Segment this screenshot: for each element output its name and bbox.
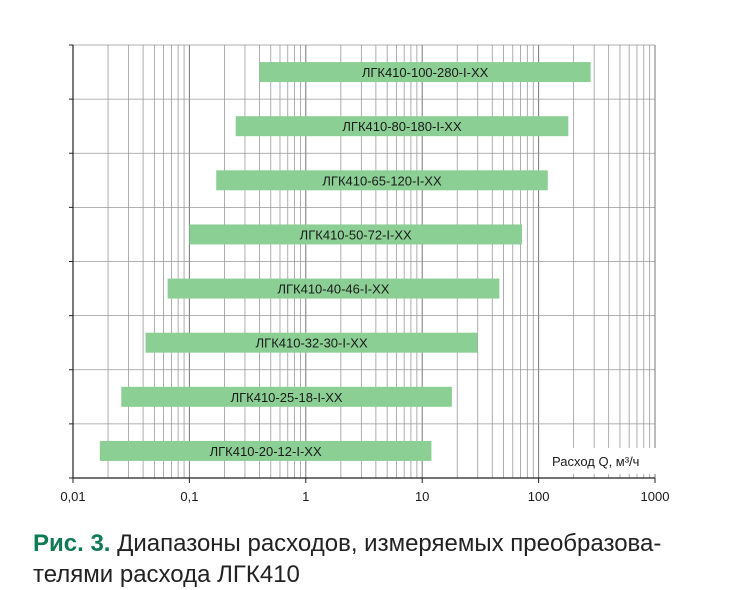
range-bar-label: ЛГК410-65-120-I-XX [322,173,442,188]
x-tick-label: 0,1 [180,489,198,504]
x-axis-title: Расход Q, м³/ч [552,454,639,469]
range-bar-label: ЛГК410-40-46-I-XX [277,282,389,297]
range-bar-label: ЛГК410-20-12-I-XX [210,444,322,459]
axis-title-background [545,448,660,474]
range-bar [216,170,548,191]
grid-layer [72,45,655,478]
range-bar-label: ЛГК410-25-18-I-XX [231,390,343,405]
caption-text: Диапазоны расходов, измеряемых преобразо… [33,530,662,588]
x-tick-label: 1000 [641,489,670,504]
range-bar [121,386,452,407]
range-bar-label: ЛГК410-100-280-I-XX [362,65,489,80]
bar-layer: ЛГК410-100-280-I-XX ЛГК410-80-180-I-XX ЛГК… [99,62,591,461]
x-tick-label: 0,01 [60,489,85,504]
range-bar-label: ЛГК410-50-72-I-XX [300,227,412,242]
x-tick-label: 10 [415,489,429,504]
range-bar [99,440,432,461]
range-bar-label: ЛГК410-80-180-I-XX [342,119,462,134]
axis-layer: 0,01 0,1 1 10 100 1000 [60,44,670,504]
range-bar [167,278,500,299]
range-bar [145,332,478,353]
figure-caption: Рис. 3. Диапазоны расходов, измеряемых п… [33,528,713,590]
range-bar [235,116,569,137]
x-tick-label: 1 [302,489,309,504]
range-bar-label: ЛГК410-32-30-I-XX [256,336,368,351]
range-bar [259,62,591,83]
flow-range-chart: ЛГК410-100-280-I-XX ЛГК410-80-180-I-XX ЛГК… [60,44,670,504]
range-bar [189,224,522,245]
caption-label: Рис. 3. [33,530,111,557]
x-tick-label: 100 [528,489,550,504]
